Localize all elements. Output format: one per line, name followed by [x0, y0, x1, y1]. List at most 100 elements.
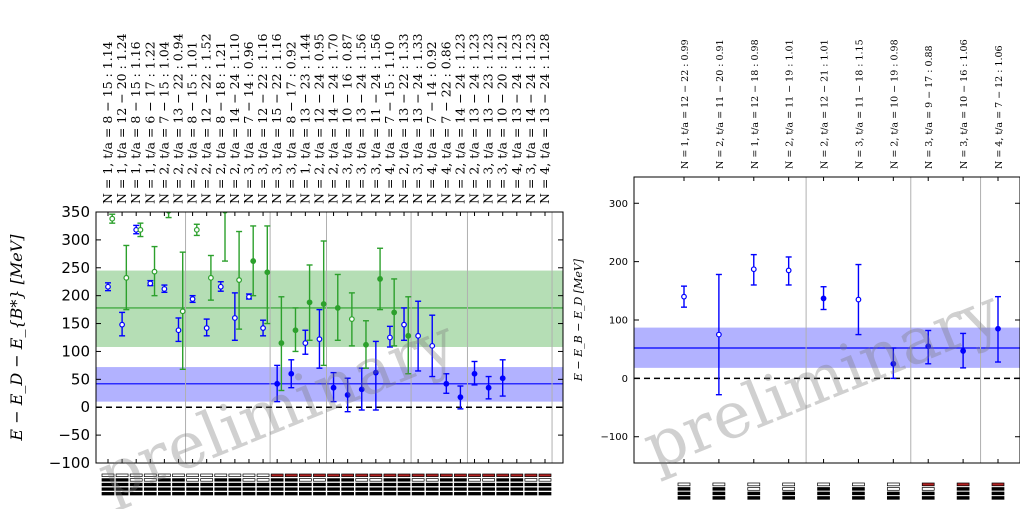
- series1-point-12: [278, 340, 285, 346]
- y-axis-label: E − E_D − E_{B*} [MeV]: [7, 234, 26, 442]
- series1-point-16: [334, 305, 341, 311]
- operator-glyph-2: [747, 482, 761, 500]
- top-label-2: N = 1, t/a = 12 − 18 : 0.98: [750, 39, 761, 169]
- top-label-31: N = 4, t/a = 13 − 24 : 1.28: [537, 33, 552, 204]
- operator-glyph-3: [782, 482, 796, 500]
- series0-point-21: [401, 321, 407, 328]
- series1-point-6: [193, 226, 200, 233]
- series0-point-15: [316, 336, 323, 343]
- operator-glyph-4: [817, 482, 830, 500]
- top-label-28: N = 3, t/a = 10 − 20 : 1.21: [495, 33, 510, 204]
- ytick-label-4: 300: [609, 199, 628, 210]
- operator-glyph-20: [383, 473, 397, 496]
- operator-glyph-6: [886, 482, 900, 500]
- top-label-8: N = 3, t/a = 10 − 16 : 1.06: [959, 39, 970, 169]
- series0-point-4: [820, 295, 827, 302]
- series0-point-1: [119, 321, 125, 328]
- operator-glyph-19: [369, 473, 383, 496]
- series1-point-7: [208, 274, 214, 281]
- series0-point-4: [161, 286, 168, 292]
- ytick-label-1: 0: [622, 374, 628, 385]
- series1-point-17: [348, 316, 355, 322]
- top-label-1: N = 2, t/a = 11 − 20 : 0.91: [715, 39, 726, 169]
- series0-point-23: [429, 342, 436, 349]
- series0-point-0: [681, 293, 687, 300]
- watermark-right: preliminary: [633, 275, 1011, 485]
- series0-point-6: [890, 360, 897, 367]
- series0-point-26: [471, 370, 478, 377]
- top-label-2: N = 1, t/a = 8 − 15 : 1.16: [128, 41, 143, 204]
- top-label-23: N = 4, t/a = 7 − 14 : 0.92: [424, 41, 439, 204]
- series0-point-12: [274, 380, 281, 387]
- top-label-11: N = 3, t/a = 12 − 22 : 1.16: [255, 33, 270, 204]
- series1-point-15: [320, 301, 327, 307]
- series0-point-3: [785, 267, 792, 274]
- ytick-label-3: 200: [609, 257, 628, 268]
- operator-glyph-10: [242, 473, 256, 496]
- operator-glyph-28: [496, 473, 510, 496]
- top-label-24: N = 4, t/a = 7 − 22 : 0.86: [438, 41, 453, 204]
- top-label-18: N = 3, t/a = 13 − 24 : 1.56: [354, 33, 369, 204]
- right-chart: −100 0 100 200 300 E − E_B − E_D [MeV] N = 1, …: [572, 39, 1020, 500]
- top-label-4: N = 2, t/a = 7 − 15 : 1.04: [156, 41, 171, 204]
- series0-point-8: [960, 348, 967, 354]
- series1-point-19: [377, 276, 383, 282]
- series0-point-5: [175, 327, 182, 334]
- top-label-0: N = 1, t/a = 12 − 22 : 0.99: [680, 39, 691, 169]
- series1-point-13: [292, 327, 299, 334]
- series0-point-20: [387, 334, 393, 341]
- series0-point-7: [203, 325, 210, 331]
- plot-frame: [95, 211, 564, 464]
- operator-glyph-9: [228, 473, 242, 496]
- operator-glyph-5: [172, 473, 185, 496]
- ytick-label-6: 200: [61, 287, 90, 305]
- y-axis-label: E − E_B − E_D [MeV]: [572, 258, 585, 382]
- series0-point-10: [246, 293, 252, 300]
- top-label-8: N = 2, t/a = 8 − 18 : 1.21: [213, 41, 228, 204]
- operator-glyph-24: [439, 473, 453, 496]
- top-label-7: N = 2, t/a = 12 − 22 : 1.52: [199, 33, 214, 204]
- top-label-26: N = 2, t/a = 13 − 24 : 1.23: [467, 33, 482, 204]
- plot-area: [634, 177, 1020, 463]
- top-label-14: N = 1, t/a = 13 − 23 : 1.44: [297, 33, 312, 204]
- series1-point-10: [250, 258, 257, 264]
- operator-glyph-1: [712, 482, 726, 500]
- series1-point-20: [391, 309, 398, 316]
- operator-glyph-17: [341, 473, 354, 496]
- top-label-22: N = 3, t/a = 13 − 24 : 1.33: [410, 33, 425, 204]
- operator-glyph-4: [158, 473, 171, 496]
- operator-glyph-6: [186, 473, 199, 496]
- top-label-25: N = 2, t/a = 14 − 24 : 1.23: [452, 33, 467, 204]
- series0-point-13: [288, 370, 295, 377]
- series0-point-27: [485, 384, 492, 391]
- top-label-6: N = 2, t/a = 8 − 15 : 1.01: [185, 41, 200, 204]
- operator-glyph-8: [956, 482, 970, 500]
- ytick-label-0: −100: [601, 432, 628, 443]
- ytick-label-5: 150: [61, 315, 90, 333]
- operator-glyph-13: [284, 473, 298, 496]
- series0-point-19: [372, 369, 379, 376]
- series1-point-5: [179, 308, 186, 315]
- operator-glyph-7: [200, 473, 214, 496]
- operator-glyph-22: [411, 473, 425, 496]
- top-label-12: N = 3, t/a = 15 − 22 : 1.16: [269, 33, 284, 204]
- ytick-label-4: 100: [61, 342, 90, 360]
- ytick-label-9: 350: [61, 203, 90, 221]
- operator-glyph-3: [143, 473, 157, 496]
- top-label-1: N = 1, t/a = 12 − 20 : 1.24: [114, 33, 129, 204]
- operator-glyph-23: [425, 473, 439, 496]
- top-label-4: N = 2, t/a = 12 − 21 : 1.01: [820, 39, 831, 169]
- top-label-21: N = 2, t/a = 13 − 22 : 1.33: [396, 33, 411, 204]
- series1-point-3: [151, 268, 158, 275]
- operator-glyph-26: [468, 473, 481, 496]
- series0-point-18: [358, 386, 365, 393]
- ytick-label-7: 250: [61, 259, 90, 277]
- top-label-5: N = 3, t/a = 11 − 18 : 1.15: [854, 39, 865, 169]
- ytick-label-0: −100: [49, 454, 90, 472]
- operator-glyph-31: [538, 473, 552, 496]
- operator-glyph-21: [397, 473, 411, 496]
- series1-point-0: [109, 215, 116, 222]
- operator-glyph-8: [214, 473, 228, 496]
- series1-point-21: [405, 332, 412, 339]
